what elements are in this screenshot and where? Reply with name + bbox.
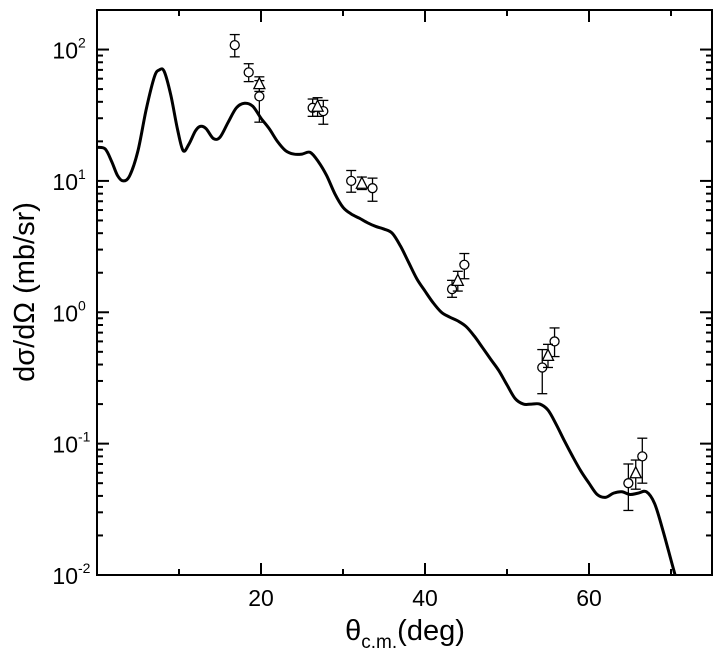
data-point-circle <box>243 63 254 83</box>
y-tick-exponent: 2 <box>78 35 86 51</box>
data-point-triangle <box>355 175 369 191</box>
x-axis-title: θc.m.(deg) <box>345 615 465 653</box>
y-tick-base: 10 <box>52 432 78 458</box>
y-tick-label: 10 <box>52 169 78 195</box>
y-tick-base: 10 <box>52 563 78 589</box>
triangle-marker <box>451 272 465 286</box>
circle-marker <box>459 259 470 270</box>
data-point-circle <box>367 177 378 202</box>
circle-marker <box>346 175 357 187</box>
y-tick-label: 10 <box>52 300 78 326</box>
data-point-triangle <box>311 97 325 118</box>
circle-marker <box>367 183 378 194</box>
circle-marker <box>243 67 254 78</box>
y-tick-base: 10 <box>52 38 78 64</box>
data-point-circle <box>229 33 240 58</box>
y-tick-base: 10 <box>52 300 78 326</box>
data-point-circle <box>623 463 634 512</box>
plot-area <box>97 33 677 575</box>
theory-curve <box>97 67 677 575</box>
circle-marker <box>637 451 648 462</box>
x-axis-title-rest: (deg) <box>397 615 465 647</box>
y-tick-base: 10 <box>52 169 78 195</box>
y-tick-exponent: -2 <box>78 560 91 576</box>
circle-marker <box>254 91 265 102</box>
circle-marker <box>623 478 634 489</box>
data-point-circle <box>318 99 329 125</box>
y-tick-exponent: -1 <box>78 429 91 445</box>
x-tick-label: 40 <box>412 585 438 611</box>
data-point-triangle <box>252 76 266 93</box>
data-point-triangle <box>541 343 555 369</box>
triangle-marker <box>541 347 555 361</box>
data-point-triangle <box>629 459 643 490</box>
x-tick-label: 20 <box>248 585 274 611</box>
data-point-circle <box>459 252 470 280</box>
x-axis-title-main: θ <box>345 615 361 647</box>
data-point-triangle <box>451 270 465 292</box>
y-tick-label: 10 <box>52 563 78 589</box>
circle-marker <box>549 336 560 347</box>
data-point-circle <box>346 169 357 193</box>
y-tick-exponent: 1 <box>78 166 86 182</box>
triangle-marker <box>252 76 266 90</box>
data-point-circle <box>637 437 648 484</box>
circle-marker <box>229 40 240 51</box>
data-point-circle <box>549 327 560 358</box>
data-point-circle <box>537 348 548 395</box>
plot-frame <box>96 9 713 576</box>
y-axis-title: dσ/dΩ (mb/sr) <box>9 202 41 382</box>
y-tick-label: 10 <box>52 38 78 64</box>
y-tick-label: 10 <box>52 432 78 458</box>
triangle-marker <box>311 98 325 112</box>
triangle-marker <box>355 175 369 189</box>
x-tick-label: 60 <box>576 585 602 611</box>
triangle-marker <box>629 465 643 479</box>
y-tick-exponent: 0 <box>78 297 86 313</box>
x-axis-title-sub: c.m. <box>361 632 397 653</box>
